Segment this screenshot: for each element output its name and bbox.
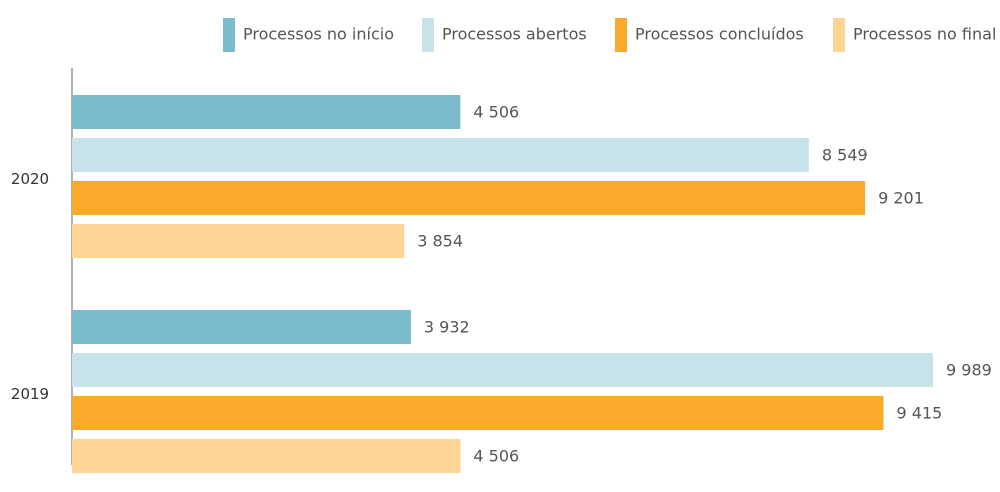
bar	[72, 439, 461, 473]
bar	[72, 396, 884, 430]
value-label: 3 932	[424, 318, 470, 337]
value-label: 3 854	[417, 232, 463, 251]
legend-swatch	[615, 18, 627, 52]
bar	[72, 181, 866, 215]
bar	[72, 95, 461, 129]
legend-label: Processos abertos	[442, 25, 587, 44]
bar	[72, 353, 933, 387]
legend-swatch	[422, 18, 434, 52]
legend-swatch	[223, 18, 235, 52]
legend-label: Processos no final	[853, 25, 996, 44]
legend-swatch	[833, 18, 845, 52]
category-label: 2020	[11, 170, 49, 188]
value-label: 9 201	[878, 189, 924, 208]
value-label: 8 549	[822, 146, 868, 165]
value-label: 4 506	[473, 447, 519, 466]
legend-label: Processos concluídos	[635, 25, 804, 44]
value-label: 4 506	[473, 103, 519, 122]
category-label: 2019	[11, 385, 49, 403]
value-label: 9 415	[897, 404, 943, 423]
bar	[72, 310, 411, 344]
bar	[72, 138, 809, 172]
bar	[72, 224, 405, 258]
legend-label: Processos no início	[243, 25, 394, 44]
value-label: 9 989	[946, 361, 992, 380]
